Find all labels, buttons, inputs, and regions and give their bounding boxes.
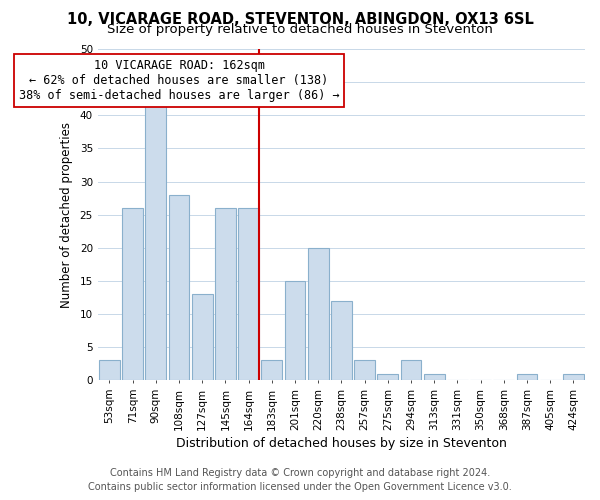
Bar bbox=[238, 208, 259, 380]
Bar bbox=[308, 248, 329, 380]
Bar bbox=[401, 360, 421, 380]
Bar bbox=[377, 374, 398, 380]
Bar bbox=[563, 374, 584, 380]
Bar bbox=[517, 374, 538, 380]
Bar bbox=[99, 360, 120, 380]
Bar bbox=[354, 360, 375, 380]
Text: 10, VICARAGE ROAD, STEVENTON, ABINGDON, OX13 6SL: 10, VICARAGE ROAD, STEVENTON, ABINGDON, … bbox=[67, 12, 533, 28]
Bar bbox=[145, 102, 166, 380]
Bar bbox=[331, 301, 352, 380]
Text: Size of property relative to detached houses in Steventon: Size of property relative to detached ho… bbox=[107, 22, 493, 36]
Text: Contains HM Land Registry data © Crown copyright and database right 2024.
Contai: Contains HM Land Registry data © Crown c… bbox=[88, 468, 512, 492]
Bar bbox=[122, 208, 143, 380]
Bar bbox=[284, 281, 305, 380]
Bar bbox=[169, 195, 190, 380]
Bar bbox=[192, 294, 212, 380]
X-axis label: Distribution of detached houses by size in Steventon: Distribution of detached houses by size … bbox=[176, 437, 507, 450]
Bar bbox=[215, 208, 236, 380]
Bar bbox=[262, 360, 282, 380]
Text: 10 VICARAGE ROAD: 162sqm
← 62% of detached houses are smaller (138)
38% of semi-: 10 VICARAGE ROAD: 162sqm ← 62% of detach… bbox=[19, 59, 340, 102]
Y-axis label: Number of detached properties: Number of detached properties bbox=[60, 122, 73, 308]
Bar bbox=[424, 374, 445, 380]
